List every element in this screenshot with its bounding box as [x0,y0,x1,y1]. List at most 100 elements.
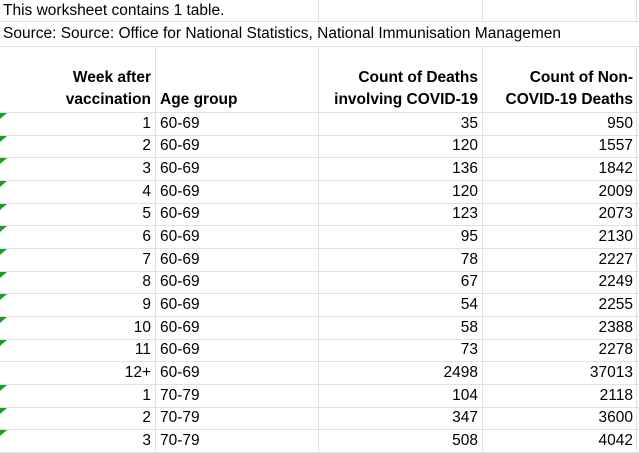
error-flag-icon [0,248,7,255]
cell-non-covid-deaths[interactable]: 2249 [483,271,637,294]
table-row: 2 70-79 347 3600 [0,407,639,431]
error-flag-icon [0,316,7,323]
error-flag-icon [0,135,7,142]
cell-age-group[interactable]: 60-69 [156,158,319,180]
header-label: Week after vaccination [65,69,151,108]
table-row: 1 60-69 35 950 [0,113,639,136]
header-age-group[interactable]: Age group [156,47,319,112]
cell-covid-deaths[interactable]: 120 [319,180,483,203]
cell-week[interactable]: 2 [0,407,156,430]
cell-week[interactable]: 11 [0,339,156,362]
error-flag-icon [0,113,7,119]
gridline [636,0,637,21]
cell-non-covid-deaths[interactable]: 1842 [483,158,637,180]
error-flag-icon [0,226,7,233]
error-flag-icon [0,203,7,210]
cell-covid-deaths[interactable]: 347 [319,407,483,430]
cell-age-group[interactable]: 60-69 [156,271,319,294]
cell-non-covid-deaths[interactable]: 37013 [483,362,637,384]
cell-week[interactable]: 2 [0,135,156,158]
header-non-covid-deaths[interactable]: Count of Non-COVID-19 Deaths [483,47,637,112]
cell-covid-deaths[interactable]: 123 [319,203,483,226]
cell-age-group[interactable]: 60-69 [156,203,319,226]
cell-age-group[interactable]: 60-69 [156,339,319,362]
cell-age-group[interactable]: 60-69 [156,180,319,203]
source-note-cell[interactable]: Source: Source: Office for National Stat… [3,25,561,42]
cell-week[interactable]: 4 [0,180,156,203]
error-flag-icon [0,407,7,414]
cell-week[interactable]: 9 [0,294,156,316]
cell-age-group[interactable]: 70-79 [156,430,319,452]
cell-non-covid-deaths[interactable]: 950 [483,113,637,135]
worksheet-note-row: This worksheet contains 1 table. [0,0,639,22]
cell-non-covid-deaths[interactable]: 2073 [483,203,637,226]
cell-age-group[interactable]: 70-79 [156,407,319,430]
table-row: 8 60-69 67 2249 [0,271,639,295]
cell-non-covid-deaths[interactable]: 4042 [483,430,637,452]
cell-week[interactable]: 10 [0,316,156,339]
cell-week[interactable]: 7 [0,248,156,271]
cell-covid-deaths[interactable]: 136 [319,158,483,180]
worksheet-note-cell[interactable]: This worksheet contains 1 table. [3,1,225,19]
cell-covid-deaths[interactable]: 35 [319,113,483,135]
cell-week[interactable]: 1 [0,384,156,407]
gridline [318,0,319,21]
cell-age-group[interactable]: 60-69 [156,113,319,135]
error-flag-icon [0,339,7,346]
cell-week[interactable]: 3 [0,158,156,180]
cell-age-group[interactable]: 60-69 [156,294,319,316]
cell-covid-deaths[interactable]: 508 [319,430,483,452]
cell-covid-deaths[interactable]: 73 [319,339,483,362]
cell-covid-deaths[interactable]: 67 [319,271,483,294]
table-header-row: Week after vaccination Age group Count o… [0,47,639,113]
cell-age-group[interactable]: 60-69 [156,248,319,271]
table-row: 7 60-69 78 2227 [0,248,639,272]
cell-age-group[interactable]: 60-69 [156,316,319,339]
cell-non-covid-deaths[interactable]: 3600 [483,407,637,430]
cell-covid-deaths[interactable]: 104 [319,384,483,407]
header-label: Count of Deaths involving COVID-19 [334,69,478,108]
cell-covid-deaths[interactable]: 120 [319,135,483,158]
table-body: 1 60-69 35 950 2 60-69 120 1557 3 60-69 136 1842 4 60… [0,113,639,453]
table-row: 9 60-69 54 2255 [0,294,639,317]
cell-covid-deaths[interactable]: 95 [319,226,483,248]
cell-non-covid-deaths[interactable]: 2118 [483,384,637,407]
table-row: 12+ 60-69 2498 37013 [0,362,639,385]
cell-covid-deaths[interactable]: 54 [319,294,483,316]
cell-non-covid-deaths[interactable]: 2130 [483,226,637,248]
cell-age-group[interactable]: 60-69 [156,226,319,248]
cell-age-group[interactable]: 70-79 [156,384,319,407]
cell-week[interactable]: 8 [0,271,156,294]
cell-non-covid-deaths[interactable]: 1557 [483,135,637,158]
cell-non-covid-deaths[interactable]: 2278 [483,339,637,362]
cell-week[interactable]: 1 [0,113,156,135]
cell-non-covid-deaths[interactable]: 2388 [483,316,637,339]
cell-covid-deaths[interactable]: 2498 [319,362,483,384]
source-note-row: Source: Source: Office for National Stat… [0,22,639,47]
table-row: 11 60-69 73 2278 [0,339,639,363]
cell-non-covid-deaths[interactable]: 2009 [483,180,637,203]
cell-age-group[interactable]: 60-69 [156,362,319,384]
table-row: 2 60-69 120 1557 [0,135,639,159]
error-flag-icon [0,180,7,187]
cell-non-covid-deaths[interactable]: 2255 [483,294,637,316]
cell-age-group[interactable]: 60-69 [156,135,319,158]
header-label: Age group [160,91,238,108]
header-week-after-vaccination[interactable]: Week after vaccination [0,47,156,112]
cell-non-covid-deaths[interactable]: 2227 [483,248,637,271]
cell-week[interactable]: 3 [0,430,156,452]
table-row: 10 60-69 58 2388 [0,316,639,340]
cell-week[interactable]: 5 [0,203,156,226]
cell-covid-deaths[interactable]: 58 [319,316,483,339]
error-flag-icon [0,271,7,278]
gridline [482,0,483,21]
cell-week[interactable]: 6 [0,226,156,248]
header-label: Count of Non-COVID-19 Deaths [505,69,633,108]
error-flag-icon [0,158,7,165]
header-covid-deaths[interactable]: Count of Deaths involving COVID-19 [319,47,483,112]
table-row: 1 70-79 104 2118 [0,384,639,408]
cell-week[interactable]: 12+ [0,362,156,384]
cell-covid-deaths[interactable]: 78 [319,248,483,271]
table-row: 4 60-69 120 2009 [0,180,639,204]
